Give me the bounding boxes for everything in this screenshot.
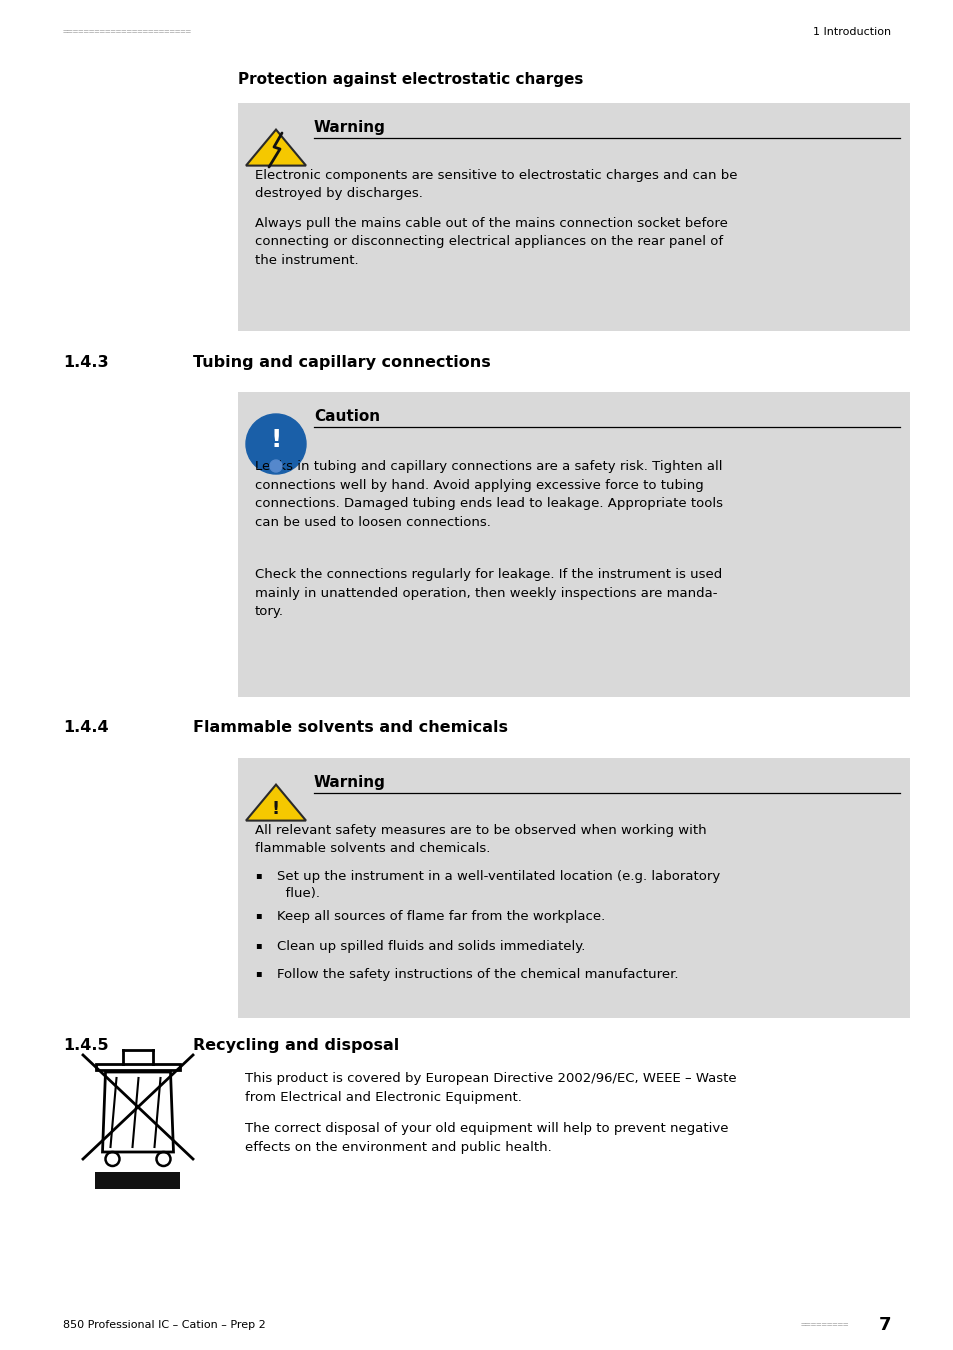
Text: Tubing and capillary connections: Tubing and capillary connections — [193, 355, 490, 370]
Text: Follow the safety instructions of the chemical manufacturer.: Follow the safety instructions of the ch… — [276, 968, 678, 981]
Text: Clean up spilled fluids and solids immediately.: Clean up spilled fluids and solids immed… — [276, 940, 585, 953]
Text: !: ! — [272, 801, 280, 818]
Text: Protection against electrostatic charges: Protection against electrostatic charges — [237, 72, 583, 86]
Text: Always pull the mains cable out of the mains connection socket before
connecting: Always pull the mains cable out of the m… — [254, 217, 727, 267]
Text: Caution: Caution — [314, 409, 379, 424]
Text: Flammable solvents and chemicals: Flammable solvents and chemicals — [193, 720, 507, 734]
FancyBboxPatch shape — [237, 103, 909, 331]
Text: Keep all sources of flame far from the workplace.: Keep all sources of flame far from the w… — [276, 910, 604, 923]
Text: Electronic components are sensitive to electrostatic charges and can be
destroye: Electronic components are sensitive to e… — [254, 169, 737, 201]
Circle shape — [246, 414, 306, 474]
Text: ▪: ▪ — [254, 940, 261, 950]
FancyBboxPatch shape — [237, 392, 909, 697]
Text: ▪: ▪ — [254, 910, 261, 919]
Text: Leaks in tubing and capillary connections are a safety risk. Tighten all
connect: Leaks in tubing and capillary connection… — [254, 460, 722, 528]
Text: 1.4.4: 1.4.4 — [63, 720, 109, 734]
Bar — [96, 1064, 179, 1071]
Text: Warning: Warning — [314, 120, 385, 135]
Text: 7: 7 — [878, 1316, 890, 1334]
Text: 850 Professional IC – Cation – Prep 2: 850 Professional IC – Cation – Prep 2 — [63, 1320, 266, 1330]
Text: Check the connections regularly for leakage. If the instrument is used
mainly in: Check the connections regularly for leak… — [254, 568, 721, 618]
Text: 1.4.3: 1.4.3 — [63, 355, 109, 370]
Text: 1.4.5: 1.4.5 — [63, 1038, 109, 1053]
FancyBboxPatch shape — [95, 1172, 180, 1189]
Text: 1 Introduction: 1 Introduction — [812, 27, 890, 36]
Text: This product is covered by European Directive 2002/96/EC, WEEE – Waste
from Elec: This product is covered by European Dire… — [245, 1072, 736, 1103]
Text: ▪: ▪ — [254, 869, 261, 880]
Polygon shape — [246, 784, 306, 821]
Text: ▪: ▪ — [254, 968, 261, 977]
Text: All relevant safety measures are to be observed when working with
flammable solv: All relevant safety measures are to be o… — [254, 824, 706, 856]
Text: ========================: ======================== — [63, 27, 192, 36]
Text: Warning: Warning — [314, 775, 385, 790]
Text: =========: ========= — [800, 1320, 848, 1330]
Text: !: ! — [270, 428, 281, 452]
Text: Set up the instrument in a well-ventilated location (e.g. laboratory
  flue).: Set up the instrument in a well-ventilat… — [276, 869, 720, 900]
Text: The correct disposal of your old equipment will help to prevent negative
effects: The correct disposal of your old equipme… — [245, 1122, 728, 1153]
FancyBboxPatch shape — [237, 757, 909, 1018]
Text: Recycling and disposal: Recycling and disposal — [193, 1038, 399, 1053]
Polygon shape — [246, 130, 306, 166]
Circle shape — [270, 460, 282, 472]
